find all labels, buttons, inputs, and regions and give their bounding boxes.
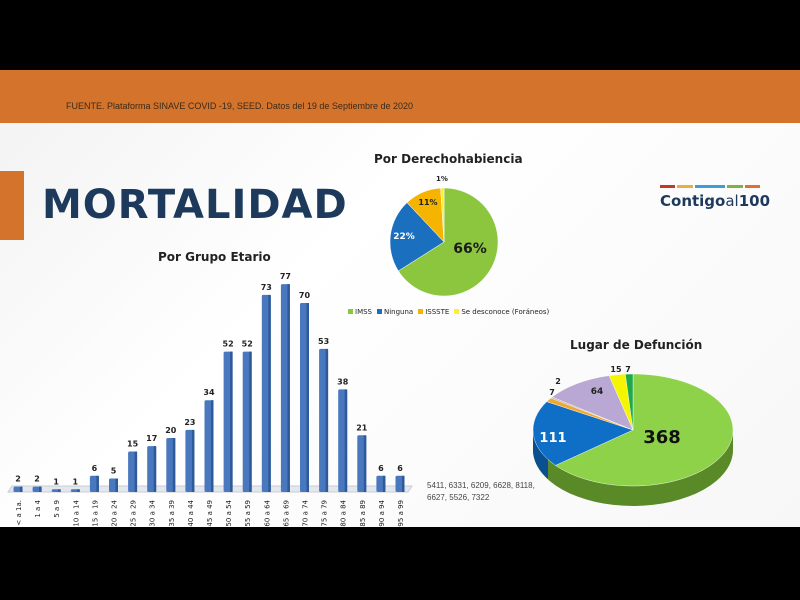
- tick-label: 60 a 64: [263, 499, 271, 526]
- bar-label: 21: [356, 423, 368, 432]
- tick-label: < a 1a.: [15, 500, 23, 526]
- bar-label: 1: [73, 477, 79, 486]
- bar-side: [134, 451, 138, 492]
- pie2-label: 15: [610, 365, 622, 374]
- pie2-label: 368: [643, 427, 681, 448]
- bar-side: [77, 489, 80, 492]
- bar-side: [115, 478, 118, 492]
- bar-side: [230, 351, 233, 492]
- pie2-depth: [533, 430, 733, 506]
- bar-side: [96, 475, 99, 492]
- legend-item: Ninguna: [377, 308, 413, 316]
- tick-label: 55 a 59: [244, 500, 252, 527]
- bar-label: 52: [223, 340, 234, 349]
- bar-label: 1: [53, 477, 59, 486]
- bar-label: 53: [318, 337, 329, 346]
- pie1-label: 1%: [436, 175, 448, 183]
- tick-label: 85 a 89: [359, 500, 367, 527]
- bar-label: 73: [261, 283, 272, 292]
- bar-label: 2: [15, 475, 21, 484]
- header-band: FUENTE. Plataforma SINAVE COVID -19, SEE…: [0, 70, 800, 123]
- bar-label: 6: [397, 464, 403, 473]
- bar-side: [382, 475, 386, 492]
- pie2-slice: [625, 373, 634, 431]
- tick-label: 5 a 9: [53, 500, 61, 518]
- pie1-legend: IMSS Ninguna ISSSTE Se desconoce (Foráneos): [348, 308, 549, 316]
- source-text: FUENTE. Plataforma SINAVE COVID -19, SEE…: [66, 101, 413, 111]
- tick-label: 45 a 49: [206, 500, 214, 527]
- tick-label: 30 a 34: [149, 499, 157, 526]
- pie2-slice: [555, 373, 734, 487]
- pie2-label: 111: [539, 431, 566, 446]
- pie1-slice: [398, 187, 499, 297]
- tick-label: 80 a 84: [340, 499, 348, 526]
- tick-label: 20 a 24: [111, 499, 119, 526]
- pie2-depth-blue: [533, 430, 548, 480]
- bar-side: [249, 351, 252, 492]
- tick-label: 50 a 54: [225, 499, 233, 526]
- tick-label: 35 a 39: [168, 500, 176, 527]
- bar-side: [344, 389, 348, 492]
- bar-side: [191, 429, 195, 492]
- bar-label: 6: [92, 464, 98, 473]
- pie2-label: 64: [591, 387, 604, 397]
- pie2-slice: [532, 401, 634, 466]
- bar-side: [20, 486, 23, 492]
- pie1-title: Por Derechohabiencia: [374, 152, 523, 166]
- tick-label: 90 a 94: [378, 499, 386, 526]
- tick-label: 25 a 29: [130, 500, 138, 527]
- bar-chart-title: Por Grupo Etario: [158, 250, 271, 264]
- bar-side: [402, 475, 405, 492]
- bar-side: [39, 486, 42, 492]
- bar-label: 77: [280, 272, 291, 281]
- bar-side: [172, 438, 176, 492]
- bar-side: [306, 303, 309, 492]
- bar-label: 23: [184, 418, 195, 427]
- tick-label: 75 a 79: [321, 500, 329, 527]
- pie2-label: 7: [625, 365, 631, 374]
- bar-side: [363, 435, 367, 492]
- bar-side: [287, 284, 290, 492]
- legend-item: IMSS: [348, 308, 372, 316]
- bar-label: 20: [165, 426, 177, 435]
- tick-label: 15 a 19: [91, 500, 99, 527]
- bar-label: 6: [378, 464, 384, 473]
- bar-side: [268, 294, 271, 492]
- bar-label: 52: [242, 340, 253, 349]
- pie2-title: Lugar de Defunción: [570, 338, 703, 352]
- tick-label: 40 a 44: [187, 499, 195, 526]
- tick-label: 95 a 99: [397, 500, 405, 527]
- page-title: MORTALIDAD: [42, 182, 348, 228]
- note-text: 5411, 6331, 6209, 6628, 8118, 6627, 5526…: [427, 481, 535, 502]
- pie2-slice: [551, 375, 634, 431]
- bar-label: 34: [203, 388, 215, 397]
- pie1-label: 11%: [418, 198, 437, 207]
- bar-label: 5: [111, 467, 117, 476]
- pie1-slice: [440, 187, 445, 243]
- tick-label: 10 a 14: [72, 499, 80, 526]
- slide: FUENTE. Plataforma SINAVE COVID -19, SEE…: [0, 70, 800, 527]
- bar-side: [325, 348, 329, 492]
- tick-label: 70 a 74: [302, 499, 310, 526]
- pie1-label: 66%: [453, 241, 487, 257]
- bar-label: 15: [127, 440, 139, 449]
- pie1-slice: [389, 202, 445, 272]
- accent-bar: [0, 171, 24, 240]
- bar-side: [211, 400, 214, 492]
- legend-item: Se desconoce (Foráneos): [454, 308, 549, 316]
- pie2-label: 7: [549, 388, 555, 397]
- legend-item: ISSSTE: [418, 308, 449, 316]
- tick-label: 65 a 69: [282, 500, 290, 527]
- bar-label: 38: [337, 377, 349, 386]
- pie2-label: 2: [555, 377, 561, 386]
- bar-label: 2: [34, 475, 40, 484]
- bar-label: 17: [146, 434, 157, 443]
- bar-label: 70: [299, 291, 311, 300]
- bar-side: [153, 446, 157, 492]
- tick-label: 1 a 4: [34, 499, 42, 517]
- bar-side: [58, 489, 61, 492]
- pie1-label: 22%: [393, 232, 415, 242]
